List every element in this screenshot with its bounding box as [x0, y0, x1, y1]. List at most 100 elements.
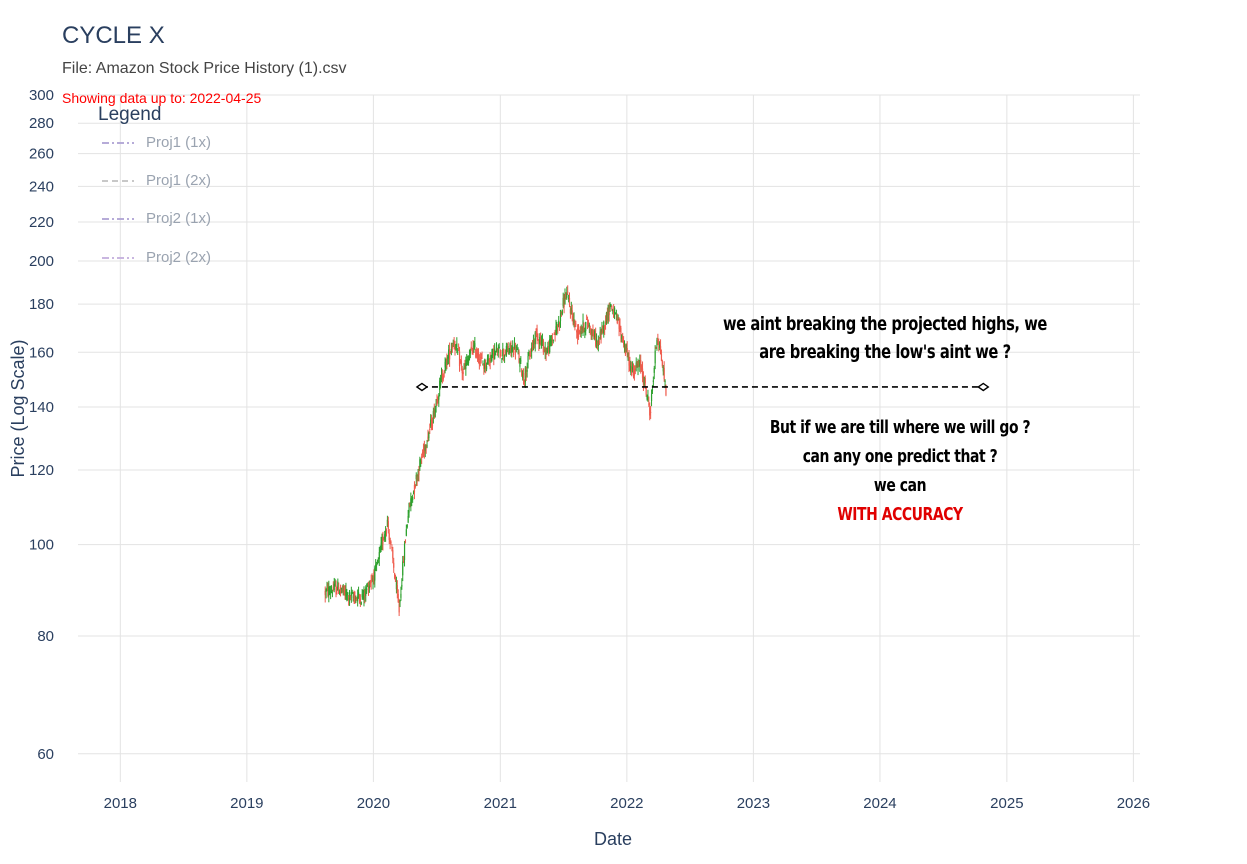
candle [491, 348, 493, 362]
candle [604, 324, 606, 336]
candle [432, 407, 434, 424]
candle-body [372, 578, 374, 583]
candle-body [376, 563, 379, 565]
candle-body [339, 588, 342, 591]
candle [554, 329, 556, 342]
candle [471, 347, 473, 355]
candle [428, 431, 430, 441]
candle [662, 364, 664, 376]
candle-body [576, 330, 578, 333]
candle-body [647, 395, 649, 397]
candle-body [404, 540, 407, 543]
candle [451, 342, 453, 353]
candle-body [394, 576, 397, 583]
candle [559, 309, 562, 328]
candle [617, 314, 619, 321]
candle [510, 340, 512, 357]
legend-label: Proj1 (2x) [146, 172, 212, 190]
candle-body [578, 330, 581, 333]
candle [484, 358, 486, 373]
candle [483, 363, 485, 375]
candle [476, 348, 479, 362]
candle-body [445, 359, 447, 366]
candle [564, 288, 566, 305]
candle [396, 580, 398, 599]
y-tick-label: 200 [29, 253, 54, 270]
candle [331, 589, 334, 598]
candle-body [348, 598, 350, 600]
annotation-accent: WITH ACCURACY [837, 504, 963, 525]
candle-body [589, 329, 591, 332]
candle [336, 586, 338, 595]
candle [546, 347, 548, 355]
legend-item-proj1-2x[interactable]: Proj1 (2x) [100, 172, 211, 192]
candle-body [659, 346, 662, 355]
candle-body [478, 361, 480, 365]
candle-body [340, 587, 343, 590]
candle-body [586, 323, 589, 325]
legend-item-proj2-1x[interactable]: Proj2 (1x) [100, 210, 211, 230]
candle-body [545, 349, 547, 355]
candle-body [496, 353, 498, 355]
candle-body [557, 325, 559, 328]
candle [448, 344, 450, 365]
legend-item-proj2-2x[interactable]: Proj2 (2x) [100, 249, 211, 269]
candle [392, 546, 394, 564]
legend-swatch-icon [102, 141, 134, 144]
candle-body [659, 345, 661, 348]
candle-body [535, 328, 537, 332]
candle-body [628, 352, 630, 366]
candle-body [516, 348, 518, 350]
candle-body [342, 585, 344, 592]
candle-body [504, 349, 507, 356]
candle [582, 313, 584, 336]
candle-body [558, 323, 561, 325]
candle-body [364, 593, 366, 597]
candle [531, 339, 534, 352]
candle-body [430, 419, 432, 426]
candle-body [577, 330, 580, 334]
candle [528, 349, 530, 357]
candle [363, 586, 365, 607]
candle-body [336, 589, 338, 592]
candle-body [595, 334, 597, 346]
candle-body [611, 306, 613, 310]
candle-body [363, 588, 365, 600]
candle [598, 337, 600, 346]
legend-item-proj1-1x[interactable]: Proj1 (1x) [100, 134, 211, 154]
candle-body [531, 347, 533, 352]
candle [565, 292, 567, 300]
candle-body [658, 341, 660, 345]
candle-body [638, 363, 640, 365]
candle [558, 315, 560, 328]
candle-body [580, 331, 582, 335]
candle [340, 587, 343, 594]
candle [424, 444, 426, 458]
candle-body [451, 344, 453, 349]
candle [550, 335, 553, 347]
legend-swatch-icon [102, 256, 134, 259]
candle [530, 348, 532, 357]
candle [373, 569, 375, 585]
candle [646, 394, 648, 401]
candle-body [357, 596, 359, 602]
candle [450, 342, 453, 356]
candle-body [625, 344, 627, 352]
candle-body [349, 595, 352, 599]
candle [521, 368, 523, 377]
candle [356, 596, 358, 602]
candle [400, 586, 402, 601]
candle-body [645, 387, 647, 395]
candle [357, 586, 360, 599]
candle-body [579, 326, 581, 334]
candle [622, 336, 625, 348]
candle [556, 321, 558, 336]
candle [430, 414, 432, 428]
candle-body [356, 598, 358, 600]
candle-body [476, 353, 479, 358]
candle-body [655, 346, 657, 349]
candle-body [572, 316, 574, 324]
candle-body [539, 336, 541, 345]
candle [327, 582, 329, 598]
candle [547, 341, 549, 354]
